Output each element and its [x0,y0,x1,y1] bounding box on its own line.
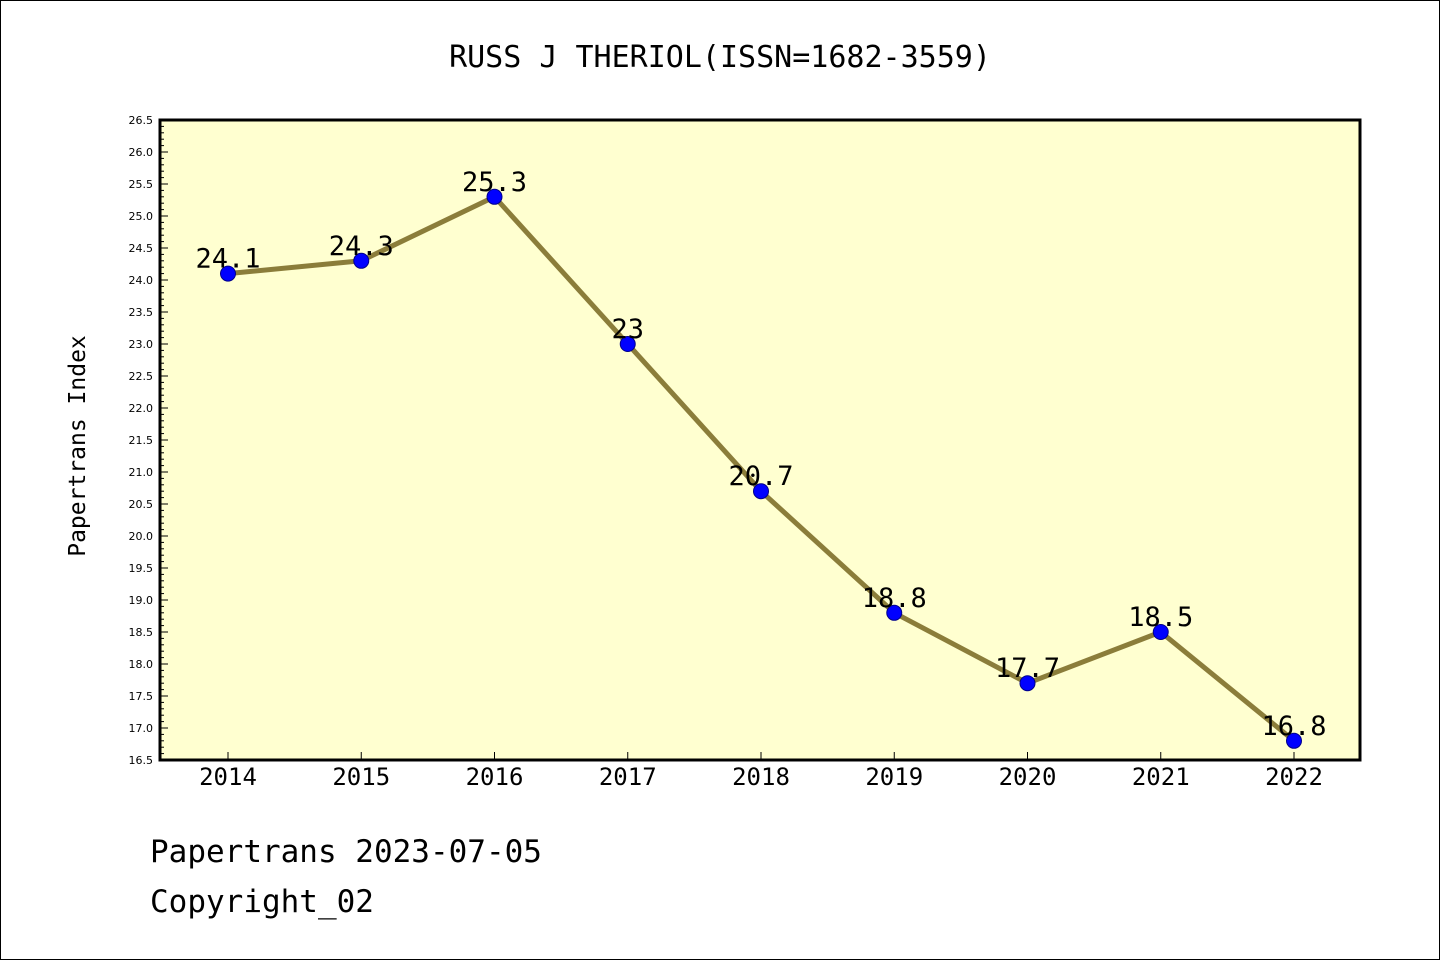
y-tick-label: 24.5 [129,242,154,255]
data-point [486,188,503,205]
data-label: 25.3 [462,167,527,198]
y-tick-label: 19.5 [129,562,154,575]
y-tick-label: 17.5 [129,690,154,703]
data-point [1152,624,1169,640]
data-point [1019,675,1036,692]
y-tick-label: 19.0 [129,594,154,607]
x-tick-label: 2018 [732,763,790,791]
y-tick-label: 24.0 [129,274,154,287]
footer-date: Papertrans 2023-07-05 [150,834,542,870]
y-axis-label: Papertrans Index [65,335,91,557]
y-tick-label: 22.5 [129,370,154,383]
data-label: 17.7 [995,653,1060,684]
y-tick-label: 20.5 [129,498,154,511]
y-axis-ticks: 16.5 17.0 17.5 18.0 18.5 19.0 19.5 20.0 20.5 21.0… [129,114,168,767]
y-tick-label: 25.5 [129,178,154,191]
data-point [886,604,903,621]
data-label: 24.1 [195,244,260,275]
y-tick-label: 20.0 [129,530,154,543]
chart-title: RUSS J THERIOL(ISSN=1682-3559) [449,40,991,75]
x-tick-label: 2014 [199,763,257,791]
data-point [753,483,769,500]
x-tick-label: 2020 [999,763,1057,791]
data-point [220,265,236,282]
y-tick-label: 21.0 [129,466,154,479]
y-tick-label: 17.0 [129,722,154,735]
x-tick-label: 2019 [865,763,923,791]
data-label: 24.3 [329,231,394,262]
y-tick-label: 23.0 [129,338,154,351]
y-tick-label: 16.5 [129,754,154,767]
y-tick-label: 23.5 [129,306,154,319]
data-label: 20.7 [728,461,793,492]
data-point [353,252,370,269]
data-label: 18.5 [1128,602,1193,633]
y-tick-label: 25.0 [129,210,154,223]
x-tick-label: 2017 [599,763,657,791]
y-tick-label: 18.5 [129,626,154,639]
data-point [619,336,636,352]
footer-copyright: Copyright_02 [150,884,374,920]
data-point [1286,732,1302,749]
x-axis-ticks: 2014 2015 2016 2017 2018 2019 2020 2021 2022 [199,752,1323,791]
x-tick-label: 2015 [332,763,390,791]
data-label: 16.8 [1261,711,1326,742]
data-label: 23 [611,314,644,345]
y-tick-label: 22.0 [129,402,154,415]
y-tick-label: 18.0 [129,658,154,671]
y-tick-label: 26.5 [129,114,154,127]
y-tick-label: 21.5 [129,434,154,447]
data-points [220,188,1302,749]
x-tick-label: 2016 [466,763,524,791]
plot-area [158,118,1362,762]
data-labels: 24.1 24.3 25.3 23 20.7 18.8 17.7 18.5 16.8 [195,167,1326,742]
data-label: 18.8 [862,583,927,614]
x-tick-label: 2021 [1132,763,1190,791]
y-tick-label: 26.0 [129,146,154,159]
x-tick-label: 2022 [1265,763,1323,791]
